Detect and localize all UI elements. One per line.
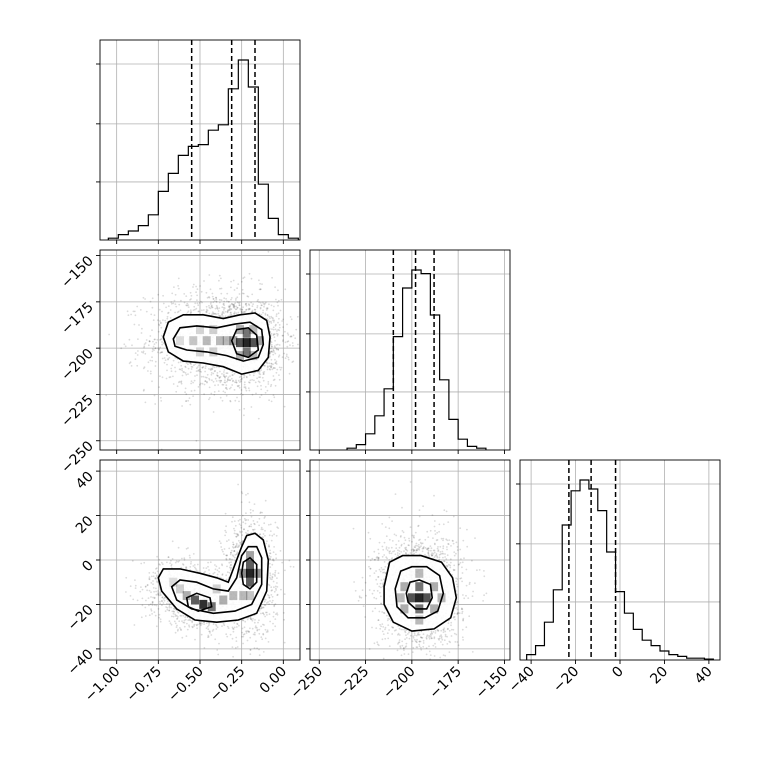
density-cell-15 (169, 577, 178, 587)
density-cell-0 (415, 593, 424, 603)
x-tick-label-1-1: −225 (334, 664, 373, 703)
density-cell-7 (400, 604, 409, 614)
contour-level-3 (185, 592, 213, 612)
density-cell-14 (246, 591, 254, 601)
density-cell-10 (176, 336, 184, 346)
density-cell-2 (246, 577, 254, 587)
x-tick-label-0-1: −0.75 (124, 664, 166, 706)
x-tick-label-1-4: −150 (473, 664, 512, 703)
density-cell-2 (422, 593, 431, 603)
density-cell-13 (196, 325, 204, 335)
density-cell-0 (242, 338, 251, 348)
contour-level-2 (240, 556, 258, 590)
density-cell-10 (229, 591, 238, 601)
density-cell-7 (216, 336, 224, 346)
density-cell-8 (202, 336, 211, 346)
density-cell-11 (396, 593, 405, 603)
density-cell-11 (182, 591, 191, 601)
density-cell-9 (219, 595, 228, 605)
pair-panel-1 (96, 459, 301, 664)
density-fill (158, 533, 269, 623)
y-tick-label-1-1: −225 (58, 392, 97, 431)
y-tick-label-1-4: −150 (58, 253, 97, 292)
density-cell-10 (415, 615, 424, 625)
x-tick-label-0-3: −0.25 (207, 664, 249, 706)
density-cell-6 (239, 568, 248, 578)
contour-level-0 (157, 532, 270, 624)
density-cell-8 (430, 604, 439, 614)
x-tick-label-2-0: −40 (506, 664, 538, 696)
y-tick-label-2-0: −40 (65, 646, 97, 678)
contour-level-0 (383, 554, 458, 632)
hist-steps-0 (107, 59, 299, 240)
y-tick-label-2-3: 20 (73, 513, 97, 537)
x-tick-label-2-3: 20 (647, 664, 671, 688)
pair-panel-2 (306, 459, 511, 664)
density-cell-17 (249, 325, 258, 335)
x-tick-label-2-1: −20 (550, 664, 582, 696)
density-cell-9 (415, 568, 424, 578)
density-cell-12 (209, 347, 218, 357)
density-cell-1 (246, 559, 254, 569)
x-tick-label-0-2: −0.50 (165, 664, 207, 706)
density-cell-12 (176, 584, 184, 594)
contour-level-2 (405, 579, 434, 610)
density-cell-3 (199, 599, 208, 609)
density-cell-6 (256, 336, 264, 346)
density-cell-5 (400, 582, 409, 592)
pair-panel-0 (96, 249, 301, 454)
x-tick-label-0-4: 0.00 (257, 664, 290, 697)
density-cell-1 (407, 593, 416, 603)
hist-panel-1 (306, 249, 511, 454)
y-tick-label-1-0: −250 (58, 438, 97, 477)
density-cell-8 (246, 551, 254, 561)
y-tick-label-2-4: 40 (73, 469, 97, 493)
contour-level-1 (170, 545, 263, 615)
x-tick-label-2-2: 0 (609, 664, 627, 682)
y-tick-label-2-2: 0 (79, 558, 97, 576)
density-cell-6 (430, 582, 439, 592)
density-cell-2 (249, 338, 258, 348)
density-cell-5 (229, 336, 238, 346)
contour-level-1 (394, 565, 445, 619)
density-cell-16 (236, 351, 244, 361)
y-tick-label-2-1: −20 (65, 602, 97, 634)
x-tick-label-0-0: −1.00 (82, 664, 124, 706)
contour-level-0 (162, 312, 271, 375)
x-tick-label-1-2: −200 (380, 664, 419, 703)
contour-level-1 (172, 321, 265, 362)
density-cell-13 (239, 591, 248, 601)
density-cell-9 (189, 336, 198, 346)
density-cell-19 (222, 336, 231, 346)
density-cell-3 (415, 582, 424, 592)
density-cell-1 (236, 338, 244, 348)
density-cell-11 (209, 325, 218, 335)
hist-panel-0 (96, 39, 301, 244)
contour-level-2 (230, 326, 260, 359)
density-cell-18 (249, 351, 258, 361)
y-tick-label-1-2: −200 (58, 346, 97, 385)
panel-frame (309, 249, 511, 451)
y-tick-label-1-3: −175 (58, 299, 97, 338)
x-tick-label-1-3: −175 (426, 664, 465, 703)
density-cell-3 (242, 328, 251, 338)
x-tick-label-2-4: 40 (692, 664, 716, 688)
density-cell-4 (242, 347, 251, 357)
hist-steps-1 (346, 269, 487, 450)
density-cell-4 (191, 595, 199, 605)
density-cell-0 (246, 568, 254, 578)
x-tick-label-1-0: −250 (288, 664, 327, 703)
hist-panel-2 (516, 459, 721, 664)
